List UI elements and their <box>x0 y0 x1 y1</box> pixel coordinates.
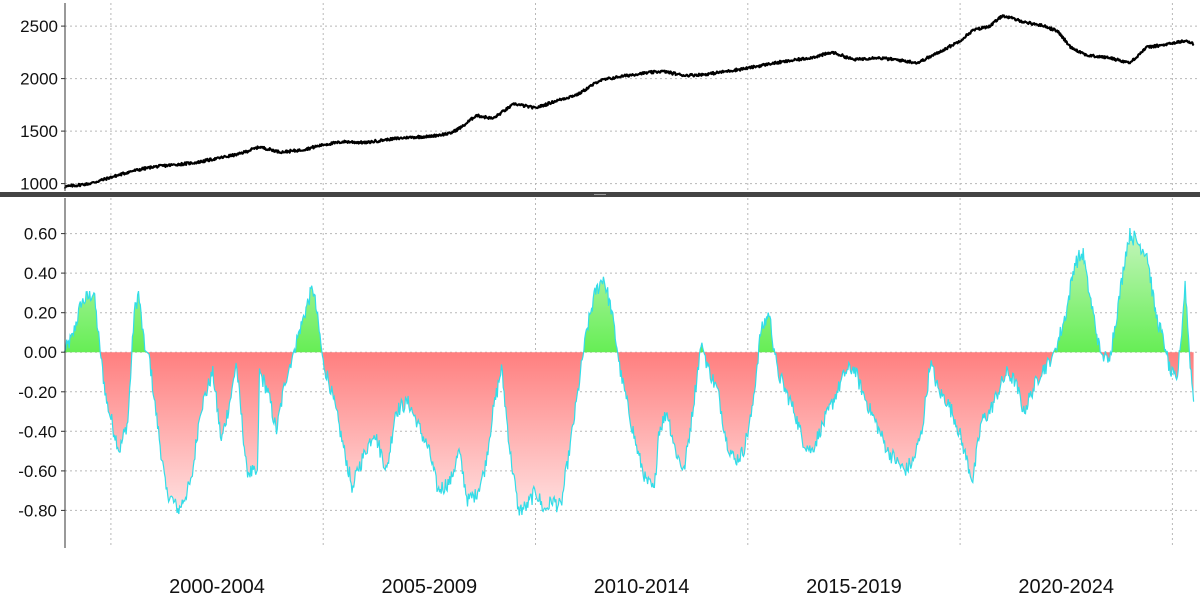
correlation-outline <box>63 227 1195 516</box>
y-tick-label: 0.00 <box>24 343 57 362</box>
correlation-area-series <box>63 227 1195 516</box>
price-line <box>63 14 1195 189</box>
gridlines <box>65 3 1200 548</box>
y-tick-label: 0.40 <box>24 264 57 283</box>
x-category-label: 2015-2019 <box>806 576 902 598</box>
negative-area <box>64 352 1194 516</box>
x-category-label: 2005-2009 <box>381 576 477 598</box>
tick-labels: 1000 1500 2000 2500 0.60 0.40 0.20 0.00 -0.20 -0.… <box>18 17 1114 598</box>
y-tick-label: 2000 <box>20 70 58 89</box>
x-category-label: 2010-2014 <box>594 576 690 598</box>
positive-area <box>64 228 1194 353</box>
y-tick-label: -0.80 <box>18 501 57 520</box>
y-tick-label: 0.20 <box>24 304 57 323</box>
axes <box>61 3 66 548</box>
y-tick-label: -0.40 <box>18 422 57 441</box>
y-tick-label: 0.60 <box>24 225 57 244</box>
y-tick-label: -0.20 <box>18 383 57 402</box>
x-category-label: 2020-2024 <box>1018 576 1114 598</box>
y-tick-label: 2500 <box>20 17 58 36</box>
x-category-label: 2000-2004 <box>169 576 265 598</box>
price-line-series <box>63 14 1195 189</box>
y-tick-label: 1500 <box>20 122 58 141</box>
y-tick-label: -0.60 <box>18 462 57 481</box>
y-tick-label: 1000 <box>20 175 58 194</box>
